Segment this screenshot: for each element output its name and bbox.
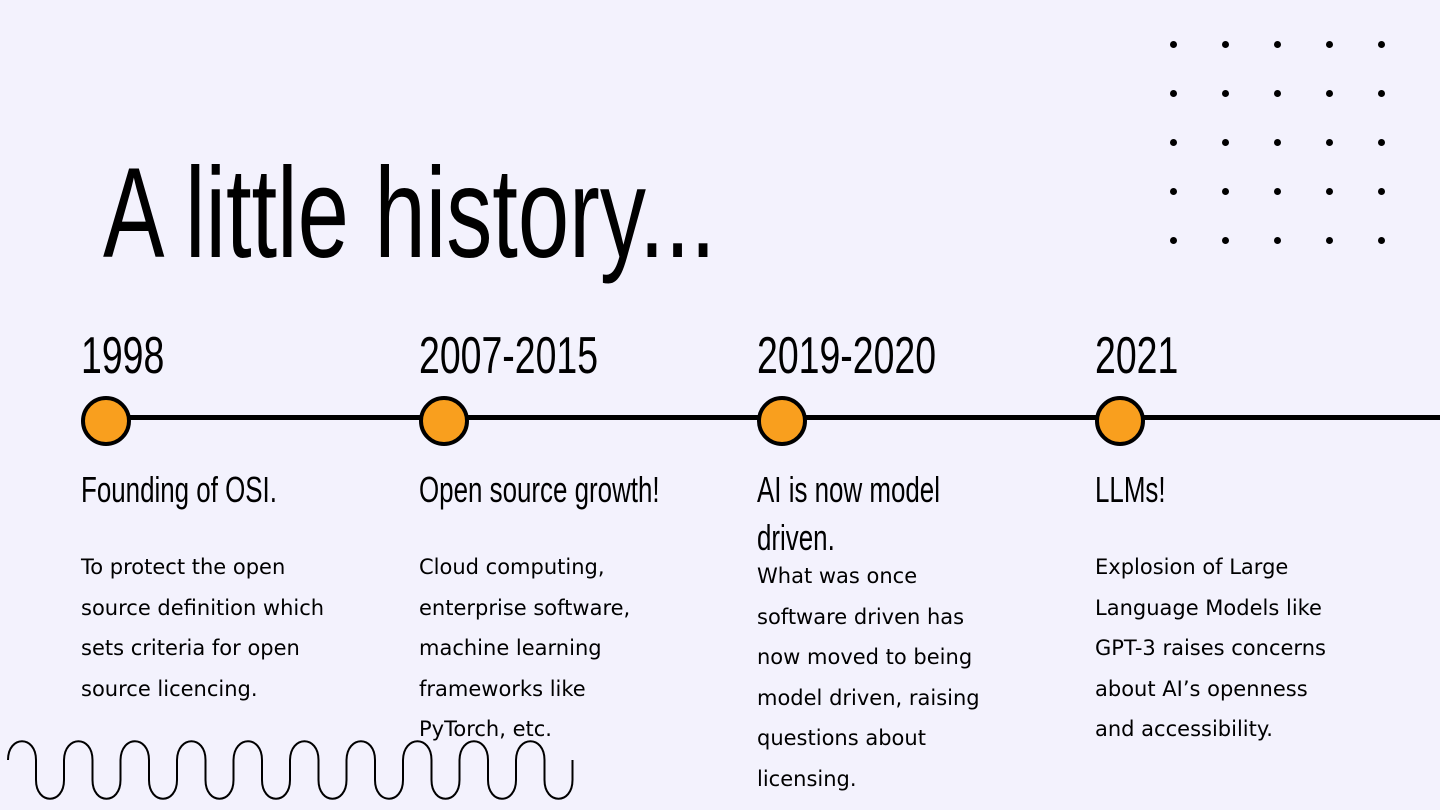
grid-dot: [1170, 41, 1177, 48]
grid-dot: [1170, 139, 1177, 146]
grid-dot: [1274, 188, 1281, 195]
timeline-year: 2007-2015: [419, 327, 599, 385]
timeline-heading: Open source growth!: [419, 469, 660, 510]
timeline-marker: [419, 396, 469, 446]
timeline-marker: [1095, 396, 1145, 446]
grid-dot: [1326, 139, 1333, 146]
timeline-description: Explosion of Large Language Models like GP…: [1095, 555, 1326, 741]
grid-dot: [1170, 237, 1177, 244]
decorative-wave: [7, 740, 574, 800]
grid-dot: [1378, 139, 1385, 146]
grid-dot: [1274, 90, 1281, 97]
grid-dot: [1274, 41, 1281, 48]
grid-dot: [1326, 41, 1333, 48]
timeline-marker: [757, 396, 807, 446]
grid-dot: [1222, 188, 1229, 195]
grid-dot: [1326, 188, 1333, 195]
grid-dot: [1222, 139, 1229, 146]
grid-dot: [1170, 188, 1177, 195]
grid-dot: [1222, 237, 1229, 244]
timeline-year: 1998: [81, 327, 165, 385]
timeline-description: Cloud computing, enterprise software, mach…: [419, 555, 631, 741]
timeline-year: 2021: [1095, 327, 1179, 385]
timeline-description: To protect the open source definition whi…: [81, 555, 325, 701]
grid-dot: [1170, 90, 1177, 97]
grid-dot: [1378, 188, 1385, 195]
timeline-year: 2019-2020: [757, 327, 937, 385]
timeline-description: What was once software driven has now move…: [757, 564, 980, 791]
grid-dot: [1222, 41, 1229, 48]
grid-dot: [1378, 41, 1385, 48]
grid-dot: [1326, 90, 1333, 97]
grid-dot: [1378, 90, 1385, 97]
slide-title: A little history...: [103, 142, 716, 285]
decorative-dot-grid: [1170, 41, 1390, 251]
timeline-heading: Founding of OSI.: [81, 469, 277, 510]
grid-dot: [1222, 90, 1229, 97]
timeline-heading: LLMs!: [1095, 469, 1166, 510]
grid-dot: [1274, 237, 1281, 244]
grid-dot: [1378, 237, 1385, 244]
timeline-marker: [81, 396, 131, 446]
timeline-heading: AI is now model driven.: [757, 469, 940, 558]
grid-dot: [1274, 139, 1281, 146]
grid-dot: [1326, 237, 1333, 244]
